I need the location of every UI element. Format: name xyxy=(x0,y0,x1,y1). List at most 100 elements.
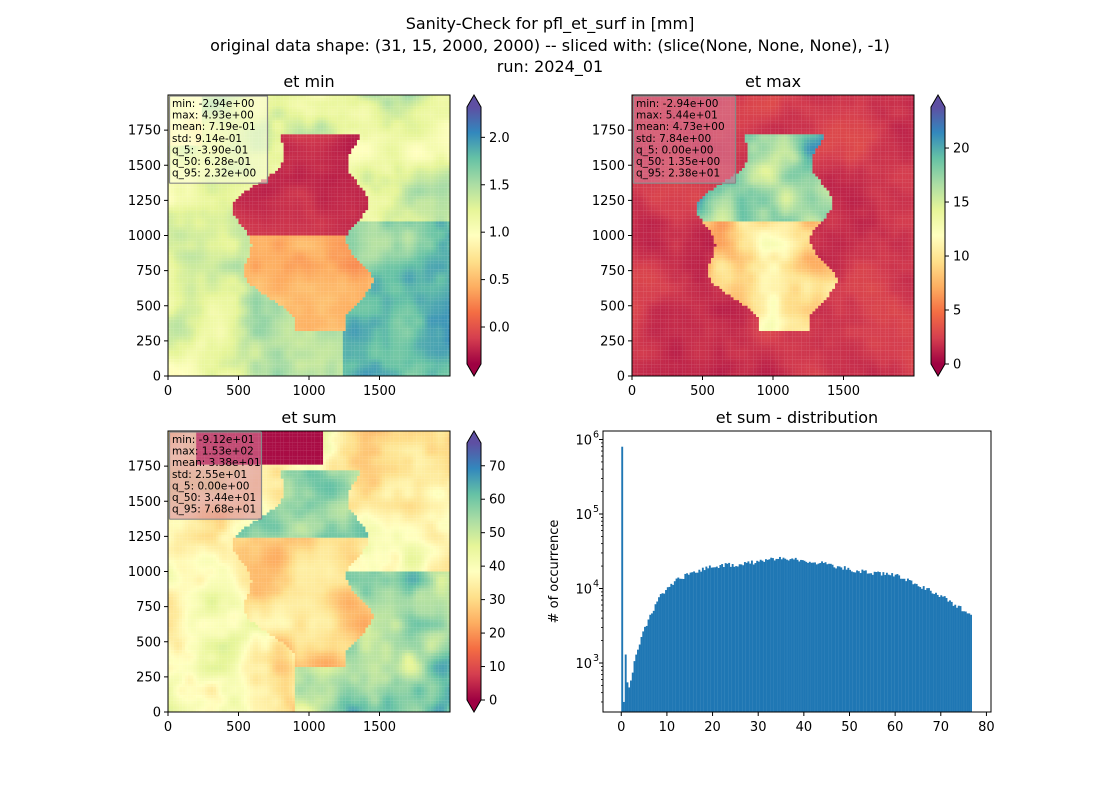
heatmap-cell xyxy=(402,187,405,191)
heatmap-cell xyxy=(424,109,428,112)
heatmap-cell xyxy=(348,213,352,216)
heatmap-cell xyxy=(407,190,411,194)
heatmap-cell xyxy=(354,176,358,180)
heatmap-cell xyxy=(325,179,329,183)
heatmap-cell xyxy=(348,162,352,166)
heatmap-cell xyxy=(314,123,318,126)
heatmap-cell xyxy=(207,201,211,205)
heatmap-cell xyxy=(359,128,363,132)
heatmap-cell xyxy=(368,204,372,208)
heatmap-cell xyxy=(244,215,248,219)
heatmap-cell xyxy=(323,103,327,107)
heatmap-cell xyxy=(402,125,405,129)
heatmap-cell xyxy=(424,151,428,155)
heatmap-cell xyxy=(342,229,346,233)
heatmap-cell xyxy=(385,179,389,183)
heatmap-cell xyxy=(365,170,369,174)
heatmap-cell xyxy=(345,109,349,112)
heatmap-cell xyxy=(418,170,422,174)
heatmap-cell xyxy=(427,97,431,101)
heatmap-cell xyxy=(399,120,403,124)
heatmap-cell xyxy=(266,128,270,132)
heatmap-cell xyxy=(427,151,431,155)
heatmap-cell xyxy=(173,213,177,216)
heatmap-cell xyxy=(323,224,327,228)
heatmap-cell xyxy=(376,137,380,141)
heatmap-cell xyxy=(416,187,420,191)
heatmap-cell xyxy=(379,109,383,112)
heatmap-cell xyxy=(387,182,391,186)
heatmap-cell xyxy=(348,106,352,110)
heatmap-cell xyxy=(255,193,259,197)
heatmap-cell xyxy=(356,210,360,214)
heatmap-cell xyxy=(410,114,414,118)
heatmap-cell xyxy=(241,187,245,191)
heatmap-cell xyxy=(342,170,346,174)
heatmap-cell xyxy=(179,184,183,188)
heatmap-cell xyxy=(376,210,380,214)
heatmap-cell xyxy=(300,100,304,104)
heatmap-cell xyxy=(230,201,233,205)
heatmap-cell xyxy=(294,184,298,188)
heatmap-cell xyxy=(297,120,301,124)
heatmap-cell xyxy=(323,218,327,222)
heatmap-cell xyxy=(390,142,394,146)
heatmap-cell xyxy=(351,207,355,211)
heatmap-cell xyxy=(289,184,293,188)
heatmap-cell xyxy=(342,97,346,101)
heatmap-cell xyxy=(348,159,352,163)
heatmap-cell xyxy=(168,218,171,222)
heatmap-cell xyxy=(303,148,307,152)
heatmap-cell xyxy=(300,159,304,163)
heatmap-cell xyxy=(348,190,352,194)
heatmap-cell xyxy=(356,125,360,129)
heatmap-cell xyxy=(362,213,366,216)
heatmap-cell xyxy=(447,207,450,211)
heatmap-cell xyxy=(309,218,312,222)
heatmap-cell xyxy=(387,106,391,110)
heatmap-cell xyxy=(348,227,352,230)
heatmap-cell xyxy=(438,173,442,177)
heatmap-cell xyxy=(435,148,439,152)
heatmap-cell xyxy=(176,224,180,228)
heatmap-cell xyxy=(283,106,287,110)
heatmap-cell xyxy=(275,173,279,177)
heatmap-cell xyxy=(351,187,355,191)
heatmap-cell xyxy=(317,151,321,155)
heatmap-cell xyxy=(433,123,436,126)
heatmap-cell xyxy=(376,154,380,157)
heatmap-cell xyxy=(371,224,374,228)
heatmap-cell xyxy=(227,227,231,230)
heatmap-cell xyxy=(320,131,324,135)
heatmap-cell xyxy=(359,120,363,124)
heatmap-cell xyxy=(246,190,250,194)
heatmap-cell xyxy=(328,210,332,214)
heatmap-cell xyxy=(306,193,310,197)
heatmap-cell xyxy=(266,176,270,180)
heatmap-cell xyxy=(342,187,346,191)
heatmap-cell xyxy=(337,196,341,200)
heatmap-cell xyxy=(201,229,205,233)
heatmap-cell xyxy=(272,109,276,112)
heatmap-cell xyxy=(325,232,329,236)
heatmap-cell xyxy=(311,196,315,200)
heatmap-cell xyxy=(309,151,312,155)
heatmap-cell xyxy=(356,187,360,191)
heatmap-cell xyxy=(379,187,383,191)
heatmap-cell xyxy=(314,182,318,186)
heatmap-cell xyxy=(306,128,310,132)
heatmap-cell xyxy=(266,142,270,146)
heatmap-cell xyxy=(356,156,360,160)
heatmap-cell xyxy=(241,221,245,225)
heatmap-cell xyxy=(317,187,321,191)
heatmap-cell xyxy=(286,215,290,219)
heatmap-cell xyxy=(362,123,366,126)
heatmap-cell xyxy=(215,210,219,214)
heatmap-cell xyxy=(447,193,450,197)
heatmap-cell xyxy=(354,187,358,191)
heatmap-cell xyxy=(427,131,431,135)
heatmap-cell xyxy=(421,215,425,219)
heatmap-cell xyxy=(311,187,315,191)
heatmap-cell xyxy=(275,210,279,214)
heatmap-cell xyxy=(348,95,352,98)
